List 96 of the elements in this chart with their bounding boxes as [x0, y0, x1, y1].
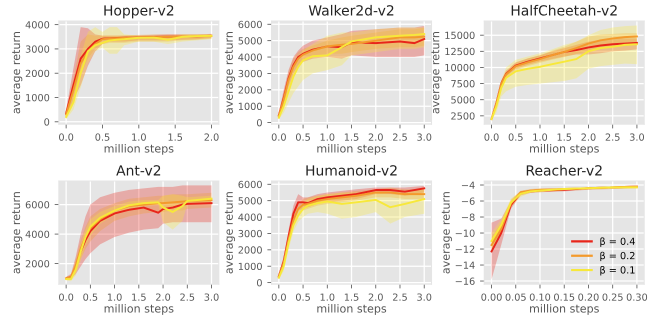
x-tick-label: 0.5	[83, 293, 98, 301]
x-tick-label: 0.25	[602, 293, 623, 301]
x-tick-label: 2.5	[180, 293, 194, 301]
y-tick-label: −8	[462, 213, 475, 221]
y-tick-label: 4000	[238, 214, 262, 221]
y-tick-label: 3000	[26, 45, 50, 53]
y-tick-label: −12	[456, 246, 474, 253]
x-tick-label: 2.0	[581, 133, 596, 141]
x-tick-label: 0.5	[296, 293, 310, 301]
y-tick-label: 2000	[238, 86, 262, 94]
chart-title: Ant-v2	[116, 165, 160, 176]
y-axis-title: average return	[431, 32, 442, 114]
legend-label: β = 0.4	[600, 237, 635, 247]
y-axis-title: average return	[224, 192, 236, 274]
x-tick-label: 3.0	[630, 133, 644, 141]
x-tick-label: 2.5	[392, 293, 407, 301]
y-tick-label: 0	[256, 119, 262, 126]
x-tick-label: 1.0	[132, 133, 146, 141]
y-tick-label: 2000	[26, 70, 50, 78]
y-tick-label: −6	[462, 197, 475, 205]
y-tick-label: 0	[256, 279, 262, 286]
y-tick-label: −14	[456, 262, 475, 269]
y-axis-title: average return	[224, 32, 236, 114]
x-axis-title: million steps	[530, 304, 599, 315]
y-tick-label: 3000	[238, 230, 262, 238]
legend-label: β = 0.1	[600, 266, 635, 276]
x-tick-label: 1.0	[108, 293, 122, 301]
y-tick-label: 12500	[445, 48, 475, 56]
x-tick-label: 1.5	[168, 134, 182, 141]
x-axis-title: million steps	[530, 144, 599, 155]
x-tick-label: 2.5	[606, 133, 620, 141]
y-tick-label: 3000	[238, 70, 262, 78]
y-tick-label: 7500	[451, 80, 475, 88]
chart-title: Walker2d-v2	[308, 4, 394, 16]
y-tick-label: 6000	[26, 201, 50, 208]
y-axis-title: average return	[12, 192, 22, 274]
x-tick-label: 1.5	[344, 294, 358, 301]
x-tick-label: 0.5	[508, 133, 523, 141]
x-tick-label: 2.0	[204, 133, 219, 141]
y-tick-label: 10000	[445, 64, 475, 72]
x-tick-label: 3.0	[417, 293, 432, 301]
y-tick-label: 2000	[26, 260, 50, 268]
y-axis-title: average return	[442, 192, 452, 274]
chart-title: Reacher-v2	[526, 164, 602, 176]
y-tick-label: 6000	[238, 180, 262, 188]
y-tick-label: −10	[456, 230, 475, 237]
x-tick-label: 0.0	[59, 133, 74, 141]
y-tick-label: 4000	[26, 21, 50, 28]
x-tick-label: 2.0	[368, 293, 383, 301]
x-axis-title: million steps	[317, 144, 386, 155]
x-axis-title: million steps	[104, 144, 174, 155]
x-tick-label: 2.0	[156, 293, 170, 301]
chart-title: Humanoid-v2	[306, 164, 397, 176]
x-tick-label: 0.10	[530, 293, 550, 301]
y-tick-label: 5000	[238, 197, 262, 204]
y-tick-label: 15000	[445, 32, 475, 40]
x-tick-label: 0.5	[296, 133, 310, 141]
y-tick-label: 0	[44, 118, 50, 126]
x-tick-label: 0.05	[506, 293, 526, 301]
x-tick-label: 1.0	[320, 293, 334, 301]
x-axis-title: million steps	[317, 304, 386, 315]
y-tick-label: 1000	[26, 94, 50, 102]
y-tick-label: 5000	[238, 37, 262, 44]
x-tick-label: 0.20	[578, 293, 599, 301]
x-axis-title: million steps	[104, 304, 174, 315]
x-tick-label: 0.0	[59, 293, 74, 301]
y-tick-label: 1000	[238, 102, 262, 110]
x-tick-label: 3.0	[204, 293, 219, 301]
x-tick-label: 2.0	[368, 133, 383, 141]
x-tick-label: 2.5	[392, 133, 407, 141]
y-tick-label: 2500	[451, 112, 475, 120]
y-tick-label: 5000	[451, 96, 475, 104]
y-tick-label: 6000	[238, 20, 262, 28]
x-tick-label: 1.5	[558, 134, 572, 141]
x-tick-label: 1.5	[344, 134, 358, 141]
x-tick-label: 0.15	[554, 293, 574, 301]
x-tick-label: 0.0	[272, 133, 286, 141]
y-tick-label: −16	[456, 278, 475, 285]
y-tick-label: 2000	[238, 246, 262, 254]
x-tick-label: 1.0	[533, 133, 548, 141]
x-tick-label: 0.00	[481, 293, 502, 301]
chart-title: HalfCheetah-v2	[512, 4, 617, 16]
x-tick-label: 0.0	[272, 293, 286, 301]
x-tick-label: 0.30	[626, 293, 648, 301]
x-tick-label: 0.0	[484, 133, 499, 141]
y-tick-label: 4000	[238, 54, 262, 61]
y-tick-label: 1000	[238, 262, 262, 270]
x-tick-label: 3.0	[417, 133, 432, 141]
x-tick-label: 1.5	[132, 294, 146, 301]
x-tick-label: 1.0	[320, 133, 334, 141]
y-axis-title: average return	[12, 32, 22, 114]
legend-label: β = 0.2	[600, 252, 634, 262]
chart-title: Hopper-v2	[104, 5, 174, 18]
x-tick-label: 0.5	[95, 133, 110, 141]
y-tick-label: 4000	[26, 230, 50, 238]
y-tick-label: −4	[462, 182, 475, 189]
